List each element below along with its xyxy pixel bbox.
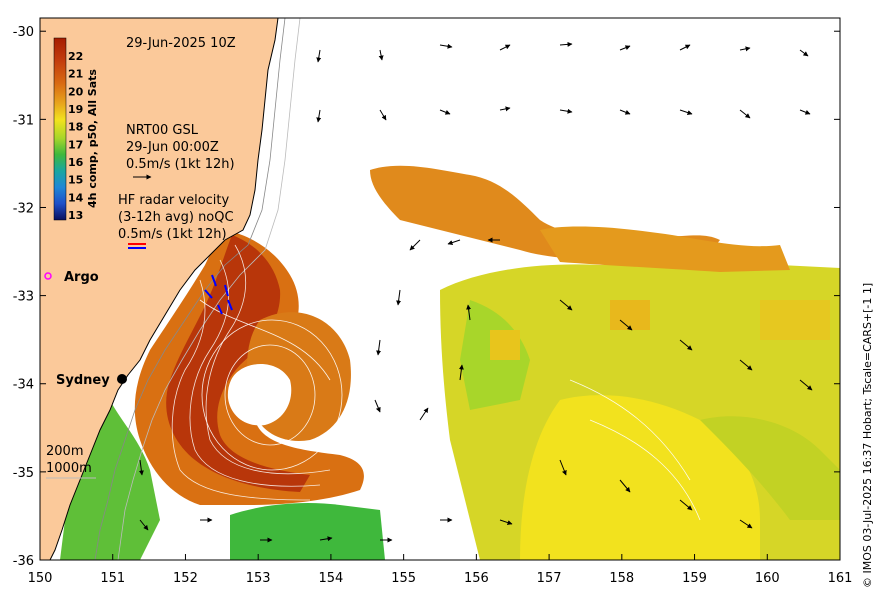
isobath-1000m-label: 1000m <box>46 461 92 476</box>
colorbar-tick-label: 19 <box>68 103 83 116</box>
colorbar-tick-label: 22 <box>68 50 83 63</box>
credit-text: © IMOS 03-Jul-2025 16:37 Hobart; Tscale=… <box>861 283 874 588</box>
gsl-line-2: 29-Jun 00:00Z <box>126 140 219 155</box>
gsl-line-3: 0.5m/s (1kt 12h) <box>126 157 235 172</box>
plot-frame <box>39 17 841 561</box>
y-tick-label: -35 <box>13 466 34 481</box>
x-tick-label: 157 <box>537 571 562 586</box>
y-tick-label: -34 <box>13 378 34 393</box>
colorbar-ticks: 22 21 20 19 18 17 16 15 14 13 <box>68 50 84 222</box>
gsl-line-1: NRT00 GSL <box>126 123 199 138</box>
sst-field <box>60 165 840 560</box>
date-label: 29-Jun-2025 10Z <box>126 36 236 51</box>
colorbar-tick-label: 21 <box>68 68 83 81</box>
y-axis: -30 -31 -32 -33 -34 -35 -36 <box>13 25 840 569</box>
colorbar-tick-label: 17 <box>68 138 83 151</box>
isobath-1000m <box>117 18 301 560</box>
x-tick-label: 158 <box>609 571 634 586</box>
sst-contours <box>199 299 701 521</box>
argo-marker <box>44 272 52 280</box>
hf-radar-arrows <box>204 274 233 315</box>
y-tick-label: -30 <box>13 25 34 40</box>
colorbar-bar <box>53 37 67 221</box>
colorbar-tick-label: 14 <box>68 191 84 204</box>
land-mass <box>40 18 279 560</box>
colorbar-tick-label: 18 <box>68 121 83 134</box>
x-tick-label: 156 <box>464 571 489 586</box>
current-streamlines <box>171 244 331 501</box>
hf-line-2: (3-12h avg) noQC <box>118 210 234 225</box>
colorbar-tick-label: 20 <box>68 85 84 98</box>
y-tick-label: -36 <box>13 554 34 569</box>
y-tick-label: -32 <box>13 201 34 216</box>
isobath-200m <box>94 18 286 560</box>
x-tick-label: 160 <box>755 571 780 586</box>
argo-label: Argo <box>64 270 99 285</box>
x-tick-label: 159 <box>682 571 707 586</box>
hf-line-3: 0.5m/s (1kt 12h) <box>118 227 227 242</box>
x-tick-label: 152 <box>173 571 198 586</box>
y-tick-label: -31 <box>13 113 34 128</box>
velocity-arrows <box>138 41 813 543</box>
sydney-marker <box>117 374 127 384</box>
colorbar-tick-label: 13 <box>68 209 83 222</box>
hf-line-1: HF radar velocity <box>118 193 230 208</box>
x-axis: 150 151 152 153 154 155 156 157 158 159 160 161 <box>28 554 853 586</box>
x-tick-label: 151 <box>100 571 125 586</box>
colorbar-tick-label: 16 <box>68 156 84 169</box>
colorbar: 22 21 20 19 18 17 16 15 14 13 4h comp, p50, All S… <box>53 37 99 222</box>
x-tick-label: 154 <box>318 571 343 586</box>
sydney-label: Sydney <box>56 373 110 388</box>
x-tick-label: 161 <box>828 571 853 586</box>
isobath-200m-label: 200m <box>46 444 83 459</box>
x-tick-label: 150 <box>28 571 53 586</box>
colorbar-tick-label: 15 <box>68 174 83 187</box>
y-tick-label: -33 <box>13 290 34 305</box>
x-tick-label: 155 <box>391 571 416 586</box>
colorbar-title: 4h comp, p50, All Sats <box>86 69 99 208</box>
x-tick-label: 153 <box>246 571 271 586</box>
